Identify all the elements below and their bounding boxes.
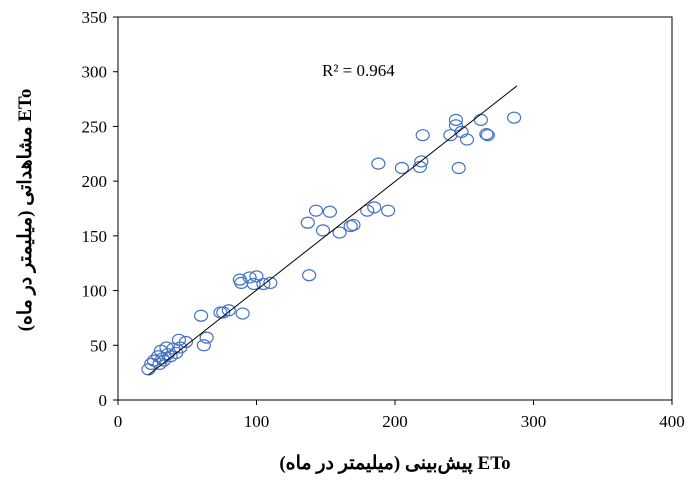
x-tick-label: 300 (521, 412, 547, 431)
data-point (249, 270, 264, 283)
y-tick-label: 350 (82, 8, 108, 27)
data-point (159, 341, 174, 354)
data-point (315, 224, 331, 237)
y-tick-label: 150 (82, 227, 108, 246)
data-point (346, 218, 361, 232)
data-point (451, 161, 466, 175)
data-point (415, 129, 430, 142)
data-point (221, 304, 236, 317)
trendline (148, 85, 518, 376)
data-point (322, 205, 338, 218)
data-point (196, 339, 211, 352)
data-point (246, 277, 261, 291)
plot-area (117, 16, 673, 401)
x-axis-title: ETo پیش‌بینی (میلیمتر در ماه) (279, 453, 510, 474)
data-point (235, 307, 250, 320)
y-tick-label: 0 (99, 391, 108, 410)
data-point (448, 119, 464, 132)
data-point (394, 161, 410, 175)
y-tick-label: 300 (82, 63, 108, 82)
y-tick-label: 50 (90, 336, 107, 355)
data-point (360, 204, 375, 217)
data-point (308, 204, 324, 217)
data-point (332, 226, 347, 239)
data-point (178, 335, 193, 349)
data-point (302, 269, 317, 282)
data-point (507, 111, 522, 124)
data-point (479, 127, 494, 141)
data-point (199, 331, 214, 344)
data-point (171, 333, 187, 346)
data-point (300, 216, 315, 229)
data-point (448, 113, 464, 126)
data-point (256, 277, 271, 291)
r-squared-annotation: R² = 0.964 (322, 61, 395, 80)
data-point (263, 276, 278, 290)
data-point (480, 129, 495, 142)
data-point (242, 271, 257, 284)
data-point (194, 309, 209, 322)
data-points (141, 111, 522, 376)
y-tick-label: 250 (82, 117, 108, 136)
data-point (414, 155, 429, 168)
y-tick-label: 100 (82, 282, 108, 301)
x-tick-label: 200 (382, 412, 408, 431)
y-tick-label: 200 (82, 172, 108, 191)
data-point (459, 133, 475, 146)
x-tick-label: 100 (244, 412, 270, 431)
y-axis: 0 50 100 150 200 250 300 350 (82, 8, 118, 410)
data-point (380, 204, 396, 217)
x-axis: 0 100 200 300 400 (114, 400, 685, 431)
data-point (367, 201, 382, 214)
x-tick-label: 400 (659, 412, 685, 431)
y-axis-title: ETo مشاهداتی (میلیمتر در ماه) (15, 89, 36, 332)
x-tick-label: 0 (114, 412, 123, 431)
data-point (371, 157, 386, 170)
data-point (152, 357, 167, 370)
